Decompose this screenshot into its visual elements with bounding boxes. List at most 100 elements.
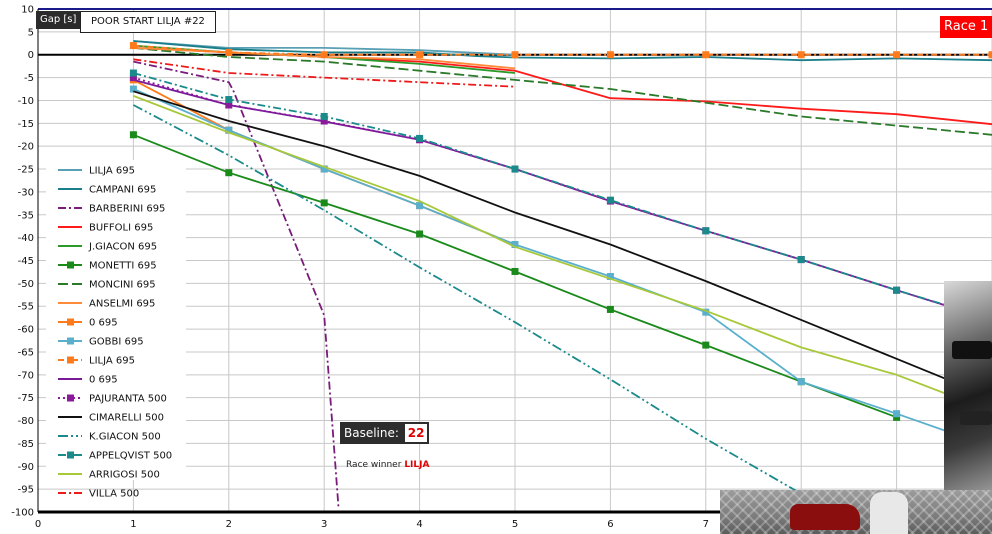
y-tick-label: -5: [24, 73, 34, 84]
legend-label: 0 695: [89, 375, 118, 386]
series-line: [133, 47, 992, 136]
series-line: [132, 104, 802, 495]
photo-person: [870, 492, 908, 534]
baseline-text: Baseline:: [344, 426, 399, 440]
series-line: [133, 58, 516, 88]
cockpit-photo: [944, 281, 992, 493]
legend-item: MONETTI 695: [58, 261, 157, 272]
y-tick-label: -10: [18, 96, 34, 107]
x-tick-label: 3: [321, 519, 327, 530]
series-6: [133, 47, 992, 136]
data-point: [225, 48, 233, 56]
data-point: [511, 51, 519, 59]
photo-detail: [960, 411, 992, 425]
data-point: [893, 410, 901, 418]
data-point: [225, 169, 233, 177]
series-16: [133, 95, 992, 413]
y-tick-label: -35: [18, 210, 34, 221]
race-badge: Race 1: [940, 16, 992, 38]
legend-marker: [67, 261, 74, 269]
data-point: [702, 51, 710, 59]
data-point: [225, 96, 233, 104]
data-point: [797, 256, 805, 264]
data-point: [511, 240, 519, 248]
data-point: [129, 42, 137, 50]
y-tick-label: -45: [18, 256, 34, 267]
legend-label: ARRIGOSI 500: [89, 470, 160, 481]
y-tick-label: -25: [18, 165, 34, 176]
x-tick-label: 5: [512, 519, 518, 530]
legend-label: LILJA 695: [89, 166, 135, 177]
y-tick-label: 5: [28, 27, 34, 38]
y-axis-title: Gap [s]: [36, 11, 81, 29]
legend-item: CAMPANI 695: [58, 185, 156, 196]
series-13: [133, 90, 992, 399]
y-tick-label: -30: [18, 187, 34, 198]
legend-item: VILLA 500: [58, 489, 139, 500]
legend-label: MONETTI 695: [89, 261, 157, 272]
y-tick-label: -80: [18, 416, 34, 427]
y-tick-label: 0: [28, 50, 34, 61]
y-tick-label: -65: [18, 347, 34, 358]
data-point: [320, 51, 328, 59]
data-point: [988, 51, 992, 59]
y-tick-label: -95: [18, 485, 34, 496]
legend: LILJA 695 CAMPANI 695 BARBERINI 695 BUFFOLI…: [58, 166, 172, 500]
data-point: [893, 413, 901, 421]
y-tick-label: -15: [18, 119, 34, 130]
x-axis-ticks: 0 1 2 3 4 5 6 7: [35, 519, 709, 530]
legend-marker: [67, 451, 74, 459]
race-winner-note: Race winner LILJA: [346, 460, 429, 470]
legend-item: MONCINI 695: [58, 280, 156, 291]
legend-marker: [67, 337, 74, 345]
legend-label: CIMARELLI 500: [89, 413, 164, 424]
legend-label: CAMPANI 695: [89, 185, 156, 196]
x-tick-label: 0: [35, 519, 41, 530]
data-point: [702, 308, 710, 316]
y-tick-label: -75: [18, 393, 34, 404]
series-layer: [129, 40, 992, 508]
legend-item: BARBERINI 695: [58, 204, 165, 215]
data-point: [225, 126, 233, 134]
x-tick-label: 1: [130, 519, 136, 530]
legend-marker: [67, 356, 74, 364]
series-2: [133, 60, 340, 508]
data-point: [320, 117, 328, 125]
data-point: [606, 51, 614, 59]
legend-label: ANSELMI 695: [89, 299, 155, 310]
data-point: [606, 196, 614, 204]
legend-item: CIMARELLI 500: [58, 413, 164, 424]
legend-item: 0 695: [58, 318, 118, 329]
race-winner-name: LILJA: [404, 460, 430, 470]
series-line: [133, 72, 992, 320]
x-tick-label: 6: [607, 519, 613, 530]
legend-label: 0 695: [89, 318, 118, 329]
data-point: [129, 85, 137, 93]
y-tick-label: -70: [18, 370, 34, 381]
series-line: [133, 60, 340, 508]
data-point: [702, 227, 710, 235]
legend-item: K.GIACON 500: [58, 432, 161, 443]
data-point: [702, 341, 710, 349]
legend-marker: [67, 318, 74, 326]
legend-label: J.GIACON 695: [88, 242, 157, 253]
data-point: [129, 69, 137, 77]
data-point: [606, 273, 614, 281]
baseline-number: 22: [404, 424, 428, 442]
legend-label: VILLA 500: [89, 489, 139, 500]
legend-label: BARBERINI 695: [89, 204, 165, 215]
x-tick-label: 7: [703, 519, 709, 530]
legend-label: APPELQVIST 500: [89, 451, 172, 462]
series-line: [133, 44, 992, 56]
y-tick-label: 10: [21, 5, 34, 16]
y-tick-label: -60: [18, 325, 34, 336]
chart-title: POOR START LILJA #22: [80, 11, 216, 33]
data-point: [511, 165, 519, 173]
series-17: [133, 58, 516, 88]
legend-item: LILJA 695: [58, 166, 135, 177]
legend-item: 0 695: [58, 375, 118, 386]
legend-label: GOBBI 695: [89, 337, 144, 348]
photo-detail: [952, 341, 992, 359]
legend-item: ANSELMI 695: [58, 299, 155, 310]
series-14: [132, 104, 802, 495]
